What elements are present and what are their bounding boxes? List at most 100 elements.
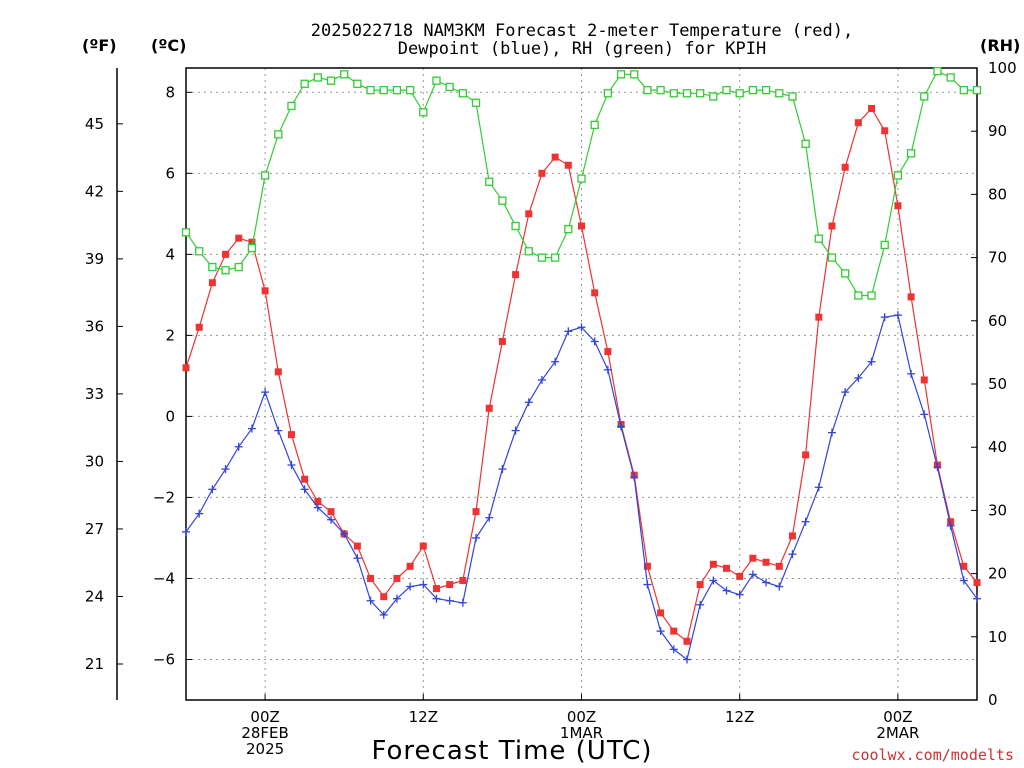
x-tick-label: 12Z [409, 708, 438, 726]
rh-point [485, 177, 494, 186]
temperature-point [591, 289, 599, 297]
rh-tick-label: 60 [988, 312, 1007, 330]
temperature-point [432, 585, 440, 593]
dewpoint-point [287, 461, 296, 470]
rh-point [748, 85, 758, 95]
rh-point [920, 92, 929, 101]
temperature-point [881, 127, 889, 135]
dewpoint-point [590, 337, 599, 346]
rh-point [564, 225, 573, 234]
rh-point [471, 98, 481, 107]
temperature-point [762, 558, 770, 566]
dewpoint-point [458, 598, 467, 607]
temperature-point [485, 404, 493, 412]
celsius-tick-label: 6 [165, 164, 175, 182]
rh-point [445, 82, 454, 92]
temperature-point [920, 376, 928, 384]
temperature-point [472, 508, 480, 516]
dewpoint-point [524, 398, 533, 407]
rh-tick-label: 50 [988, 375, 1007, 393]
dewpoint-point [920, 410, 929, 419]
dewpoint-point [366, 596, 375, 605]
dewpoint-point [722, 586, 731, 595]
rh-point [326, 76, 336, 85]
data-series [181, 67, 982, 664]
rh-point [933, 67, 942, 76]
temperature-point [894, 202, 902, 210]
rh-point [208, 262, 217, 272]
x-tick-label: 00Z [567, 708, 596, 726]
celsius-tick-label: −6 [153, 650, 175, 668]
rh-point [775, 89, 784, 98]
fahrenheit-tick-label: 24 [85, 587, 104, 605]
temperature-point [709, 560, 717, 568]
rh-point [458, 89, 468, 98]
dewpoint-point [801, 517, 810, 526]
rh-point [854, 291, 863, 300]
temperature-point [314, 497, 322, 505]
temperature-point [301, 475, 309, 483]
rh-point [300, 79, 309, 88]
dewpoint-point [643, 580, 652, 589]
rh-point [682, 89, 692, 98]
rh-point [247, 243, 257, 253]
rh-point [893, 171, 903, 180]
rh-point [524, 247, 533, 256]
fahrenheit-tick-label: 39 [85, 250, 104, 268]
dewpoint-point [445, 596, 454, 605]
fahrenheit-tick-label: 36 [85, 317, 104, 335]
fahrenheit-tick-label: 45 [85, 115, 104, 133]
temperature-point [696, 581, 704, 589]
temperature-point [498, 337, 506, 345]
temperature-point [208, 279, 216, 287]
temperature-point [406, 562, 414, 570]
temperature-point [841, 163, 849, 171]
dewpoint-point [300, 485, 309, 494]
rh-point [643, 85, 652, 95]
temperature-point [446, 581, 454, 589]
rh-point [959, 85, 968, 95]
temperature-point [973, 579, 981, 587]
temperature-point [578, 222, 585, 230]
dewpoint-point [274, 426, 283, 435]
temperature-point [222, 250, 230, 258]
temperature-point [380, 593, 388, 601]
dewpoint-point [472, 533, 481, 542]
temperature-point [525, 210, 533, 218]
temperature-point [802, 451, 810, 459]
rh-point [827, 253, 837, 262]
rh-point [841, 269, 850, 278]
rh-point [972, 85, 982, 95]
dewpoint-point [696, 600, 705, 609]
dewpoint-point [656, 627, 665, 636]
rh-point [709, 92, 718, 101]
rh-point [419, 108, 428, 117]
series-rh [181, 67, 982, 300]
dewpoint-point [182, 527, 190, 536]
x-tick-label: 2MAR [876, 724, 919, 742]
rh-point [550, 253, 560, 262]
rh-tick-label: 20 [988, 565, 1007, 583]
rh-tick-label: 30 [988, 501, 1007, 519]
dewpoint-point [880, 313, 889, 322]
rh-tick-label: 100 [988, 59, 1017, 77]
rh-point [946, 73, 955, 82]
grid-lines [186, 68, 977, 700]
dewpoint-point [867, 357, 876, 366]
celsius-tick-label: 0 [165, 407, 175, 425]
x-tick-label: 00Z [250, 708, 279, 726]
dewpoint-point [353, 554, 362, 563]
dewpoint-point [313, 503, 322, 512]
rh-point [590, 120, 599, 130]
rh-tick-label: 80 [988, 185, 1007, 203]
rh-tick-label: 0 [988, 691, 998, 709]
title-line: 2025022718 NAM3KM Forecast 2-meter Tempe… [311, 21, 853, 41]
rh-point [405, 85, 415, 95]
dewpoint-point [551, 357, 560, 366]
fahrenheit-tick-label: 27 [85, 520, 104, 538]
rh-tick-label: 40 [988, 438, 1007, 456]
rh-point [722, 85, 731, 95]
rh-point [814, 234, 823, 243]
rh-point [616, 70, 626, 79]
rh-point [696, 89, 705, 98]
